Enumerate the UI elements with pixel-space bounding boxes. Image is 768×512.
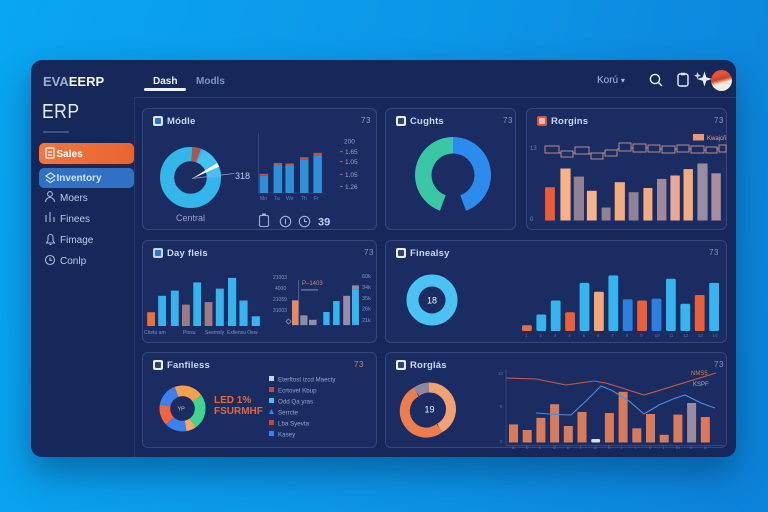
- svg-text:m: m: [676, 445, 680, 449]
- svg-text:10: 10: [655, 333, 661, 338]
- svg-text:e: e: [567, 445, 570, 449]
- svg-text:i: i: [621, 445, 622, 449]
- svg-text:13: 13: [530, 146, 537, 152]
- svg-text:5: 5: [583, 333, 586, 338]
- svg-text:39: 39: [318, 217, 330, 229]
- svg-text:f: f: [580, 445, 582, 449]
- svg-text:21003: 21003: [273, 275, 287, 281]
- svg-text:11: 11: [669, 333, 674, 338]
- svg-text:l: l: [663, 445, 664, 449]
- svg-text:YP: YP: [178, 407, 186, 413]
- svg-text:4: 4: [568, 333, 571, 338]
- svg-text:35k: 35k: [362, 296, 371, 302]
- svg-text:19: 19: [425, 405, 435, 415]
- svg-text:2: 2: [539, 333, 542, 338]
- svg-text:d: d: [553, 445, 556, 449]
- svg-text:Tu: Tu: [274, 196, 280, 202]
- svg-text:14: 14: [712, 333, 718, 338]
- svg-text:k: k: [649, 445, 652, 449]
- svg-text:1.65: 1.65: [345, 149, 358, 156]
- svg-text:9: 9: [640, 333, 643, 338]
- svg-text:1: 1: [525, 333, 528, 338]
- svg-text:KSPF: KSPF: [693, 382, 709, 388]
- svg-text:Ecrtovel Kbup: Ecrtovel Kbup: [278, 388, 317, 395]
- svg-text:4000: 4000: [275, 286, 286, 292]
- svg-text:We: We: [286, 196, 294, 202]
- svg-text:Serrcte: Serrcte: [278, 410, 299, 417]
- svg-text:21k: 21k: [362, 318, 371, 324]
- svg-text:200: 200: [344, 139, 355, 146]
- svg-text:21059: 21059: [273, 297, 287, 303]
- svg-text:7: 7: [611, 333, 614, 338]
- svg-text:Mo: Mo: [260, 196, 267, 202]
- svg-text:g: g: [594, 445, 597, 449]
- svg-text:31003: 31003: [273, 308, 287, 314]
- svg-text:b: b: [526, 445, 529, 449]
- svg-text:n: n: [690, 445, 693, 449]
- svg-text:0: 0: [500, 439, 503, 444]
- svg-text:12: 12: [683, 333, 689, 338]
- svg-text:NMS5: NMS5: [691, 371, 708, 377]
- svg-text:j: j: [634, 445, 636, 449]
- svg-text:1.26: 1.26: [345, 184, 358, 191]
- svg-text:34k: 34k: [362, 285, 371, 291]
- svg-text:P–1403: P–1403: [302, 281, 323, 287]
- svg-text:Pinsu: Pinsu: [183, 330, 196, 336]
- svg-text:o: o: [704, 445, 707, 449]
- svg-text:26k: 26k: [362, 307, 371, 313]
- svg-text:c: c: [539, 445, 542, 449]
- svg-text:1.05: 1.05: [345, 159, 358, 166]
- svg-text:Kasey: Kasey: [278, 432, 296, 439]
- svg-text:6: 6: [597, 333, 600, 338]
- svg-text:Lba Syevta: Lba Syevta: [278, 421, 310, 428]
- svg-text:Chetu am: Chetu am: [144, 330, 166, 336]
- svg-text:5: 5: [500, 404, 503, 409]
- svg-text:60k: 60k: [362, 274, 371, 280]
- svg-text:Odd Qa yras: Odd Qa yras: [278, 399, 313, 406]
- svg-text:Exllensu Oew: Exllensu Oew: [227, 330, 258, 336]
- svg-text:LED 1%: LED 1%: [214, 395, 251, 406]
- svg-text:Seemsly: Seemsly: [205, 330, 225, 336]
- svg-text:FSURMHF: FSURMHF: [214, 406, 263, 417]
- svg-text:Th: Th: [301, 196, 307, 202]
- svg-text:Fr: Fr: [314, 196, 319, 202]
- svg-text:10: 10: [498, 371, 504, 376]
- svg-text:Eterftost izcd Maecty: Eterftost izcd Maecty: [278, 377, 336, 384]
- svg-text:Kwajcñ: Kwajcñ: [707, 136, 726, 142]
- svg-text:a: a: [512, 445, 515, 449]
- svg-text:18: 18: [427, 296, 437, 306]
- svg-text:8: 8: [626, 333, 629, 338]
- svg-text:1.05: 1.05: [345, 172, 358, 179]
- svg-text:0: 0: [530, 217, 534, 223]
- svg-text:3: 3: [554, 333, 557, 338]
- svg-text:h: h: [608, 445, 611, 449]
- svg-text:13: 13: [698, 333, 704, 338]
